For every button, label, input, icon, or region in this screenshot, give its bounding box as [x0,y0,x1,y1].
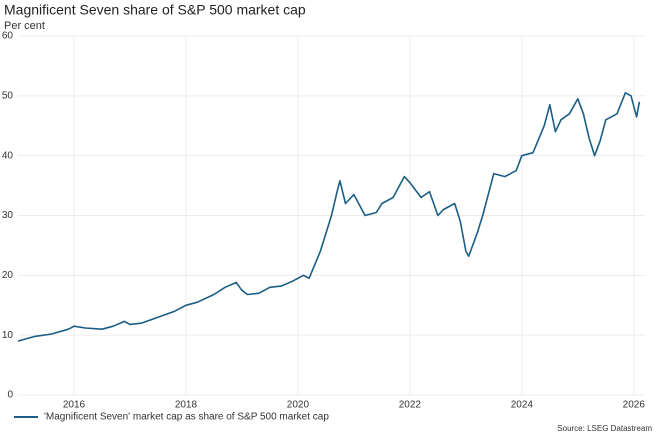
x-tick-label: 2022 [399,400,422,411]
y-tick-label: 60 [2,31,14,42]
y-tick-label: 20 [2,270,14,281]
chart-title: Magnificent Seven share of S&P 500 marke… [4,2,306,18]
y-tick-label: 30 [2,210,14,221]
x-tick-label: 2016 [63,400,86,411]
x-tick-label: 2018 [175,400,198,411]
x-tick-label: 2024 [511,400,534,411]
y-tick-label: 0 [7,390,13,401]
y-tick-label: 10 [2,330,14,341]
source: Source: LSEG Datastream [557,424,652,433]
line [17,92,641,342]
x-tick-label: 2026 [623,400,646,411]
x-tick-label: 2020 [287,400,310,411]
y-tick-label: 50 [2,90,14,101]
y-tick-label: 40 [2,150,14,161]
chart-subtitle: Per cent [4,20,45,32]
legend-label: 'Magnificent Seven' market cap as share … [44,412,329,423]
